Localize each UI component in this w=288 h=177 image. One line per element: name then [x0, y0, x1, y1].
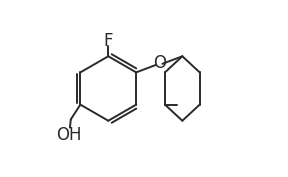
Text: O: O	[153, 55, 166, 72]
Text: F: F	[103, 32, 113, 50]
Text: OH: OH	[56, 126, 82, 144]
